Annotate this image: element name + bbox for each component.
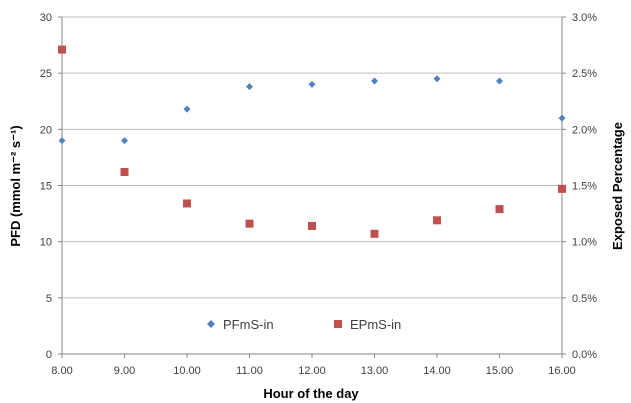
- x-tick-label: 11.00: [236, 365, 263, 377]
- pfms-in-point: [496, 77, 503, 85]
- right-y-tick-label: 3.0%: [572, 12, 597, 24]
- legend-marker-epms-in: [334, 320, 342, 328]
- epms-in-point: [308, 221, 316, 230]
- epms-in-point: [370, 229, 379, 238]
- left-y-tick-label: 25: [40, 68, 52, 80]
- x-axis-title: Hour of the day: [263, 386, 359, 401]
- right-y-tick-label: 0.0%: [572, 349, 597, 361]
- epms-in-point: [433, 216, 441, 225]
- right-y-tick-label: 1.0%: [572, 237, 597, 249]
- x-tick-label: 8.00: [51, 365, 72, 377]
- epms-in-point: [558, 184, 566, 193]
- left-y-tick-label: 15: [40, 181, 52, 193]
- x-tick-labels: 8.00 9.00 10.00 11.00 12.00 13.00 14.00 15.00 16…: [51, 365, 575, 377]
- x-tick-label: 13.00: [361, 365, 389, 377]
- left-y-tick-labels: 0 5 10 15 20 25 30: [40, 12, 52, 361]
- epms-in-point: [245, 219, 254, 228]
- legend: PFmS-in EPmS-in: [207, 317, 401, 332]
- left-y-axis-title: PFD (mmol m⁻² s⁻¹): [8, 125, 23, 246]
- left-y-tick-label: 30: [40, 12, 52, 24]
- pfms-in-point: [308, 80, 316, 88]
- right-y-axis-title: Exposed Percentage: [610, 122, 625, 250]
- pfms-in-point: [558, 114, 566, 122]
- legend-label-pfms-in: PFmS-in: [223, 317, 274, 332]
- pfms-in-point: [433, 75, 441, 83]
- epms-in-point: [495, 205, 504, 214]
- axes: [58, 16, 566, 358]
- data-points: [58, 45, 566, 238]
- epms-in-point: [58, 45, 66, 54]
- x-tick-label: 15.00: [486, 365, 514, 377]
- legend-marker-pfms-in: [207, 320, 215, 328]
- pfms-in-point: [246, 83, 253, 91]
- legend-label-epms-in: EPmS-in: [350, 317, 401, 332]
- gridlines: [62, 16, 562, 299]
- epms-in-point: [120, 168, 129, 177]
- x-tick-label: 16.00: [548, 365, 576, 377]
- right-y-tick-label: 0.5%: [572, 293, 597, 305]
- pfms-in-point: [121, 137, 128, 145]
- right-y-tick-label: 2.0%: [572, 124, 597, 136]
- pfms-in-point: [371, 77, 378, 85]
- left-y-tick-label: 0: [46, 349, 52, 361]
- left-y-tick-label: 20: [40, 124, 52, 136]
- right-y-tick-label: 2.5%: [572, 68, 597, 80]
- right-y-tick-label: 1.5%: [572, 181, 597, 193]
- left-y-tick-label: 5: [46, 293, 52, 305]
- x-tick-label: 12.00: [298, 365, 326, 377]
- right-y-tick-labels: 0.0% 0.5% 1.0% 1.5% 2.0% 2.5% 3.0%: [572, 12, 597, 361]
- x-tick-label: 14.00: [423, 365, 451, 377]
- x-tick-label: 10.00: [173, 365, 201, 377]
- pfms-in-point: [183, 105, 191, 113]
- x-tick-label: 9.00: [114, 365, 135, 377]
- epms-in-point: [183, 199, 191, 208]
- left-y-tick-label: 10: [40, 237, 52, 249]
- pfms-in-point: [58, 137, 66, 145]
